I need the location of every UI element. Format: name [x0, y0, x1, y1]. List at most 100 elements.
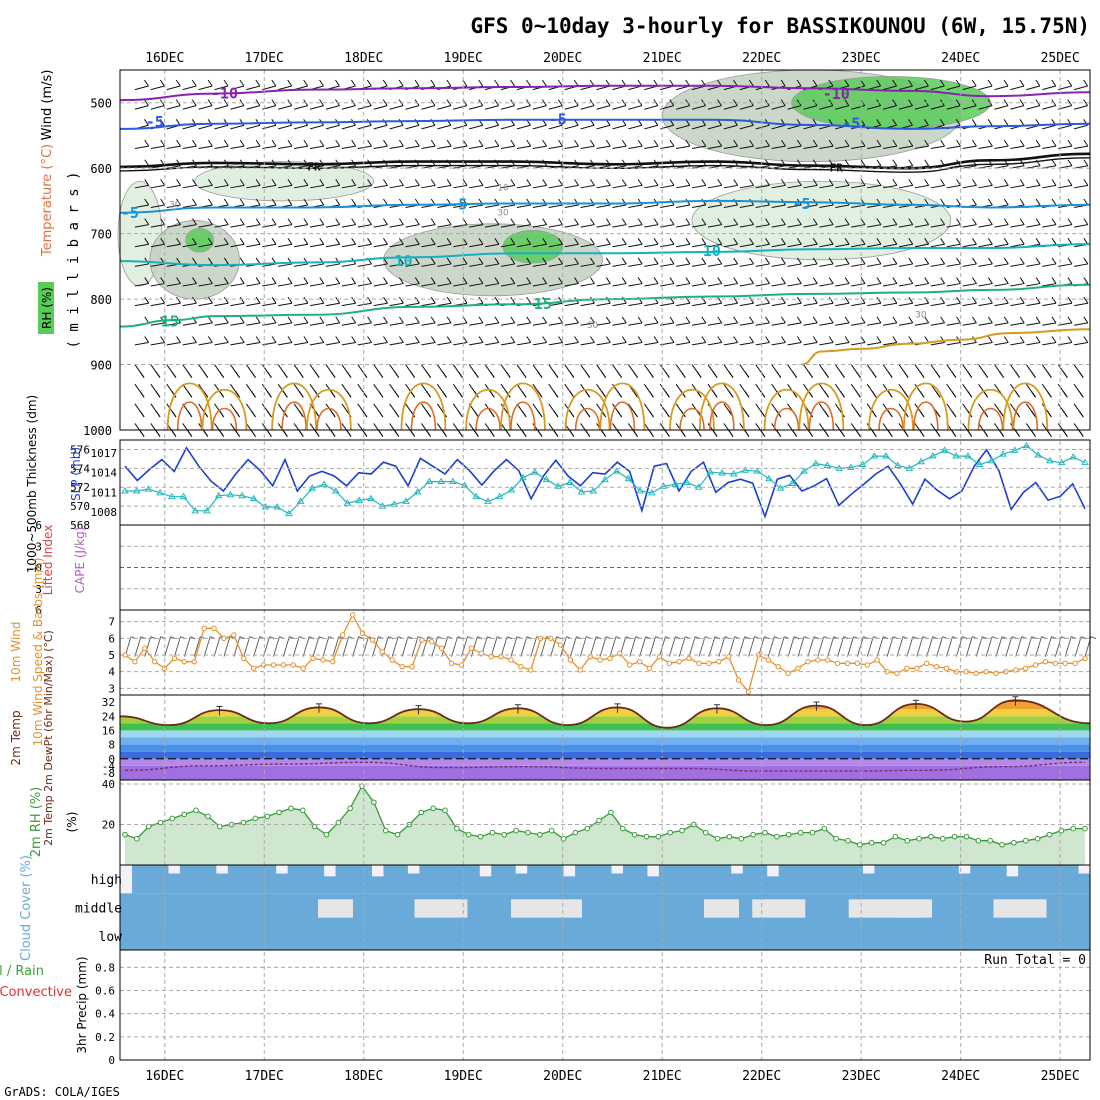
isotherm-label-8: -5	[449, 196, 467, 214]
cloud-high-cell	[946, 865, 959, 894]
thickness-point	[1034, 451, 1043, 458]
thickness-tick-574: 574	[70, 462, 90, 475]
rh-point	[299, 807, 306, 814]
wind-speed-point	[735, 677, 742, 683]
thickness-point	[144, 485, 153, 492]
thickness-point	[542, 475, 551, 483]
thickness-point	[952, 452, 961, 459]
thickness-point	[671, 480, 680, 487]
precip-legend-convective: Convective	[0, 985, 72, 1000]
rh-point	[774, 833, 780, 840]
surface-temp-inner-loop-4	[410, 401, 437, 431]
rh-point	[975, 837, 982, 844]
wind-speed-point	[1042, 658, 1049, 665]
thickness-point	[413, 487, 422, 495]
thickness-point	[964, 452, 972, 459]
rh-point	[880, 839, 887, 846]
cloud-high-cell	[611, 873, 624, 894]
wind-speed-point	[132, 658, 138, 665]
rh-point	[442, 807, 448, 814]
rh-point	[1011, 839, 1017, 846]
rh-point	[430, 805, 436, 812]
wind-speed-point	[290, 662, 296, 668]
wind-speed-point	[864, 662, 870, 668]
cloud-high-cell	[407, 873, 420, 894]
rh-point	[797, 829, 804, 836]
rh-point	[560, 835, 567, 842]
bottom-date-17dec: 17DEC	[245, 1069, 284, 1084]
cloud-high-cell	[1018, 865, 1031, 894]
wind-speed-point	[686, 655, 692, 662]
rh-point	[501, 831, 508, 838]
wind-speed-point	[795, 665, 801, 672]
rh-point	[892, 833, 899, 840]
wind-speed-point	[973, 670, 979, 677]
thickness-tick-568: 568	[70, 519, 90, 532]
surface-temp-inner-loop-3	[316, 407, 342, 431]
surface-temp-loop-13	[868, 389, 914, 431]
thickness-point	[788, 479, 797, 486]
isotherm-15	[119, 283, 1091, 328]
thickness-point	[718, 469, 726, 476]
isotherm-5	[119, 199, 1091, 214]
isotherm-FR	[119, 152, 1091, 170]
temp-band-2	[120, 751, 1090, 759]
isotherm-label-7: -5	[121, 204, 139, 222]
bottom-date-16dec: 16DEC	[145, 1069, 184, 1084]
surface-temp-loop-16	[1002, 382, 1049, 431]
rh-point	[714, 835, 721, 842]
pressure-tick-900: 900	[90, 359, 112, 373]
isotherm-label-9: -5	[792, 195, 810, 213]
cloud-high-cell	[515, 873, 528, 894]
wind-speed-point	[508, 657, 514, 663]
rh-point	[525, 829, 531, 836]
thickness-point	[589, 487, 598, 494]
cloud-high-cell	[539, 865, 552, 894]
thickness-point	[402, 497, 410, 504]
cloud-high-cell	[491, 865, 504, 894]
surface-temp-inner-loop-10	[709, 401, 735, 431]
surface-temp-inner-loop-0	[176, 401, 203, 431]
li-tick-2: 0	[35, 562, 42, 575]
rh-point	[394, 831, 401, 838]
rh-point	[785, 831, 792, 838]
rh-point	[762, 829, 768, 836]
isotherm-label-6: FR	[830, 162, 844, 175]
wind-speed-point	[923, 660, 930, 667]
thickness-point	[167, 492, 176, 500]
surface-temp-inner-loop-5	[475, 407, 501, 431]
rh-blob-4	[185, 228, 214, 253]
thickness-point	[565, 478, 574, 485]
thickness-point	[601, 475, 609, 483]
cloud-high-cell	[443, 865, 456, 894]
chart-title: GFS 0~10day 3-hourly for BASSIKOUNOU (6W…	[470, 14, 1090, 38]
temp-band-3	[120, 744, 1090, 752]
thickness-point	[846, 463, 855, 470]
thickness-point	[999, 450, 1007, 457]
surface-temp-loop-11	[763, 389, 810, 431]
wind-speed-point	[943, 665, 950, 672]
thickness-point	[683, 478, 691, 485]
cloud-high-cell	[191, 865, 205, 894]
run-total: Run Total = 0	[984, 953, 1086, 968]
cape-axis-label: CAPE (J/kg)	[73, 527, 87, 594]
thickness-point	[636, 487, 645, 494]
wind-tick-7: 7	[108, 616, 115, 629]
rh-point	[679, 827, 685, 834]
thickness-point	[519, 473, 527, 481]
cloud-high-cell	[311, 865, 325, 894]
temp-axis-label: 2m Temp 2m DewPt (6hr Min/Max) (°C)	[42, 630, 55, 846]
rh-point	[1046, 831, 1053, 838]
thickness-point	[835, 464, 844, 471]
cloud-high-cell	[850, 865, 863, 894]
wind-speed-point	[399, 663, 405, 670]
wind-speed-point	[211, 625, 217, 632]
thickness-point	[624, 474, 633, 482]
bottom-date-19dec: 19DEC	[444, 1069, 483, 1084]
top-date-20dec: 20DEC	[543, 51, 582, 66]
thickness-point	[741, 466, 750, 473]
wind-speed-point	[340, 632, 346, 638]
thickness-point	[753, 467, 762, 474]
rh-point	[513, 827, 519, 834]
top-date-23dec: 23DEC	[842, 51, 881, 66]
